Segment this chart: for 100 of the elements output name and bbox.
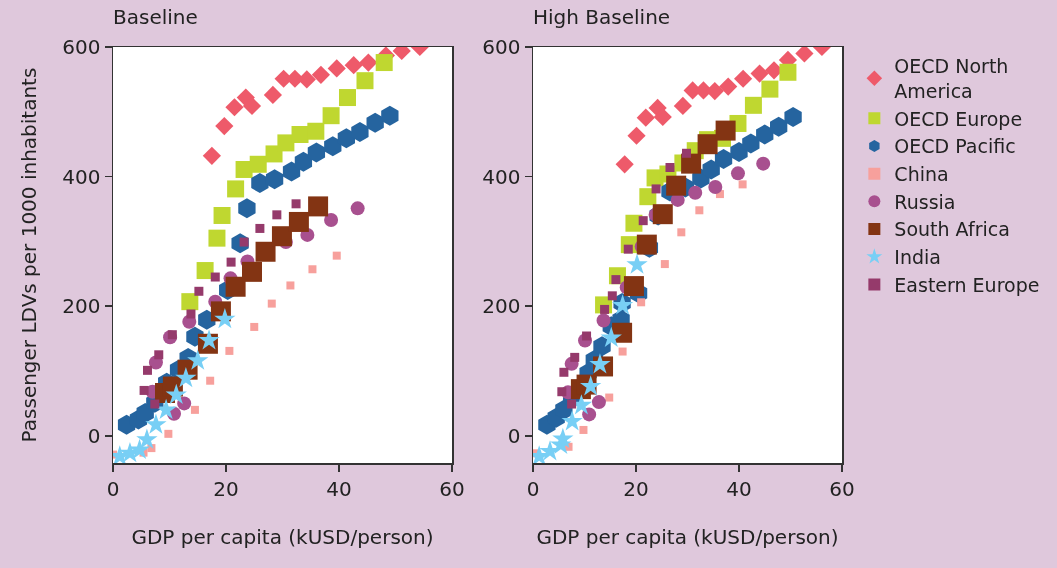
legend-label: OECD Pacific (894, 135, 1016, 158)
point (190, 405, 199, 414)
point (327, 59, 346, 78)
point (286, 281, 295, 290)
point (265, 169, 284, 190)
point (238, 198, 256, 219)
point (242, 96, 262, 116)
chart-title: Baseline (113, 5, 198, 29)
point (779, 63, 797, 81)
point (591, 395, 606, 410)
x-tick-label: 40 (726, 476, 752, 501)
point (210, 272, 220, 282)
point (291, 125, 309, 143)
point (145, 413, 167, 434)
point (552, 427, 574, 449)
point (206, 376, 215, 385)
point (291, 199, 301, 209)
point (738, 180, 747, 189)
point (559, 367, 569, 377)
point (666, 175, 687, 196)
point (730, 166, 745, 181)
point (282, 161, 301, 182)
point (673, 96, 692, 116)
point (227, 180, 245, 198)
point (213, 206, 231, 224)
point (255, 241, 276, 262)
point (165, 383, 187, 405)
point (625, 214, 643, 232)
point (638, 216, 648, 226)
point (636, 108, 655, 127)
point (307, 122, 325, 140)
point (338, 89, 356, 107)
point (580, 375, 602, 396)
x-axis-title: GDP per capita (kUSD/person) (536, 524, 839, 549)
point (734, 69, 753, 88)
point (561, 410, 583, 431)
point (311, 65, 331, 84)
point (359, 53, 378, 72)
point (225, 346, 234, 355)
point (596, 313, 611, 328)
y-tick-label: 200 (482, 294, 521, 319)
legend-label: Eastern Europe (894, 273, 1040, 296)
point (750, 64, 769, 83)
point (761, 80, 779, 98)
point (225, 276, 246, 297)
point (142, 365, 152, 375)
point (715, 120, 736, 141)
point (719, 77, 738, 96)
point (308, 265, 317, 274)
point (307, 142, 326, 163)
point (756, 156, 771, 171)
point (582, 331, 592, 341)
y-tick-label: 600 (62, 35, 101, 59)
point (688, 185, 703, 200)
point (187, 349, 209, 370)
point (677, 228, 686, 237)
y-tick-label: 0 (507, 423, 521, 448)
point (697, 134, 718, 155)
point (332, 251, 341, 260)
point (208, 229, 226, 247)
point (627, 126, 646, 145)
x-tick-label: 0 (106, 476, 120, 501)
legend-label: China (894, 163, 949, 186)
point (351, 121, 369, 142)
point (375, 54, 393, 72)
point (705, 81, 724, 101)
point (267, 299, 276, 308)
point (653, 107, 672, 127)
point (194, 286, 204, 296)
point (557, 387, 567, 397)
point (226, 257, 236, 267)
point (202, 146, 221, 165)
y-tick-label: 600 (482, 35, 521, 59)
point (681, 148, 691, 158)
point (582, 407, 597, 422)
point (164, 429, 173, 438)
point (251, 173, 269, 194)
point (593, 336, 611, 357)
point (337, 128, 356, 149)
y-tick-label: 200 (62, 294, 101, 319)
legend-label: India (894, 246, 941, 269)
point (277, 134, 295, 152)
point (175, 366, 197, 388)
point (742, 133, 760, 154)
point (263, 85, 282, 105)
point (600, 326, 622, 347)
point (695, 206, 704, 215)
y-tick-label: 400 (62, 164, 101, 189)
point (665, 163, 675, 173)
point (272, 210, 282, 220)
point (795, 47, 814, 63)
x-tick-label: 40 (326, 476, 352, 501)
point (196, 262, 214, 280)
point (639, 188, 657, 206)
point (366, 112, 384, 133)
point (308, 196, 329, 217)
x-axis-title: GDP per capita (kUSD/person) (131, 524, 434, 549)
x-tick-label: 60 (439, 476, 465, 501)
point (136, 428, 158, 449)
point (250, 322, 259, 331)
